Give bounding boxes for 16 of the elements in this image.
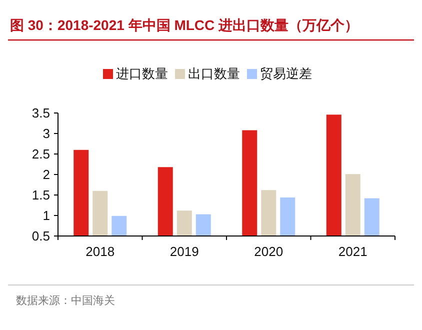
x-tick-label: 2019 <box>170 244 199 259</box>
legend-label: 出口数量 <box>188 66 240 81</box>
legend-label: 进口数量 <box>116 66 168 81</box>
y-tick-label: 2.5 <box>32 146 50 162</box>
chart-title: 图 30：2018-2021 年中国 MLCC 进出口数量（万亿个） <box>10 17 359 33</box>
y-tick-label: 3.5 <box>32 106 50 121</box>
source-note: 数据来源：中国海关 <box>16 294 115 307</box>
y-tick-label: 1 <box>42 208 50 224</box>
x-tick-label: 2020 <box>254 244 284 259</box>
x-tick-label: 2018 <box>86 244 115 259</box>
legend-label: 贸易逆差 <box>260 66 312 81</box>
x-tick-label: 2021 <box>338 244 368 259</box>
y-tick-label: 3 <box>42 126 50 142</box>
y-tick-label: 2 <box>42 167 50 182</box>
y-tick-label: 0.5 <box>32 228 50 244</box>
y-tick-label: 1.5 <box>32 188 50 203</box>
